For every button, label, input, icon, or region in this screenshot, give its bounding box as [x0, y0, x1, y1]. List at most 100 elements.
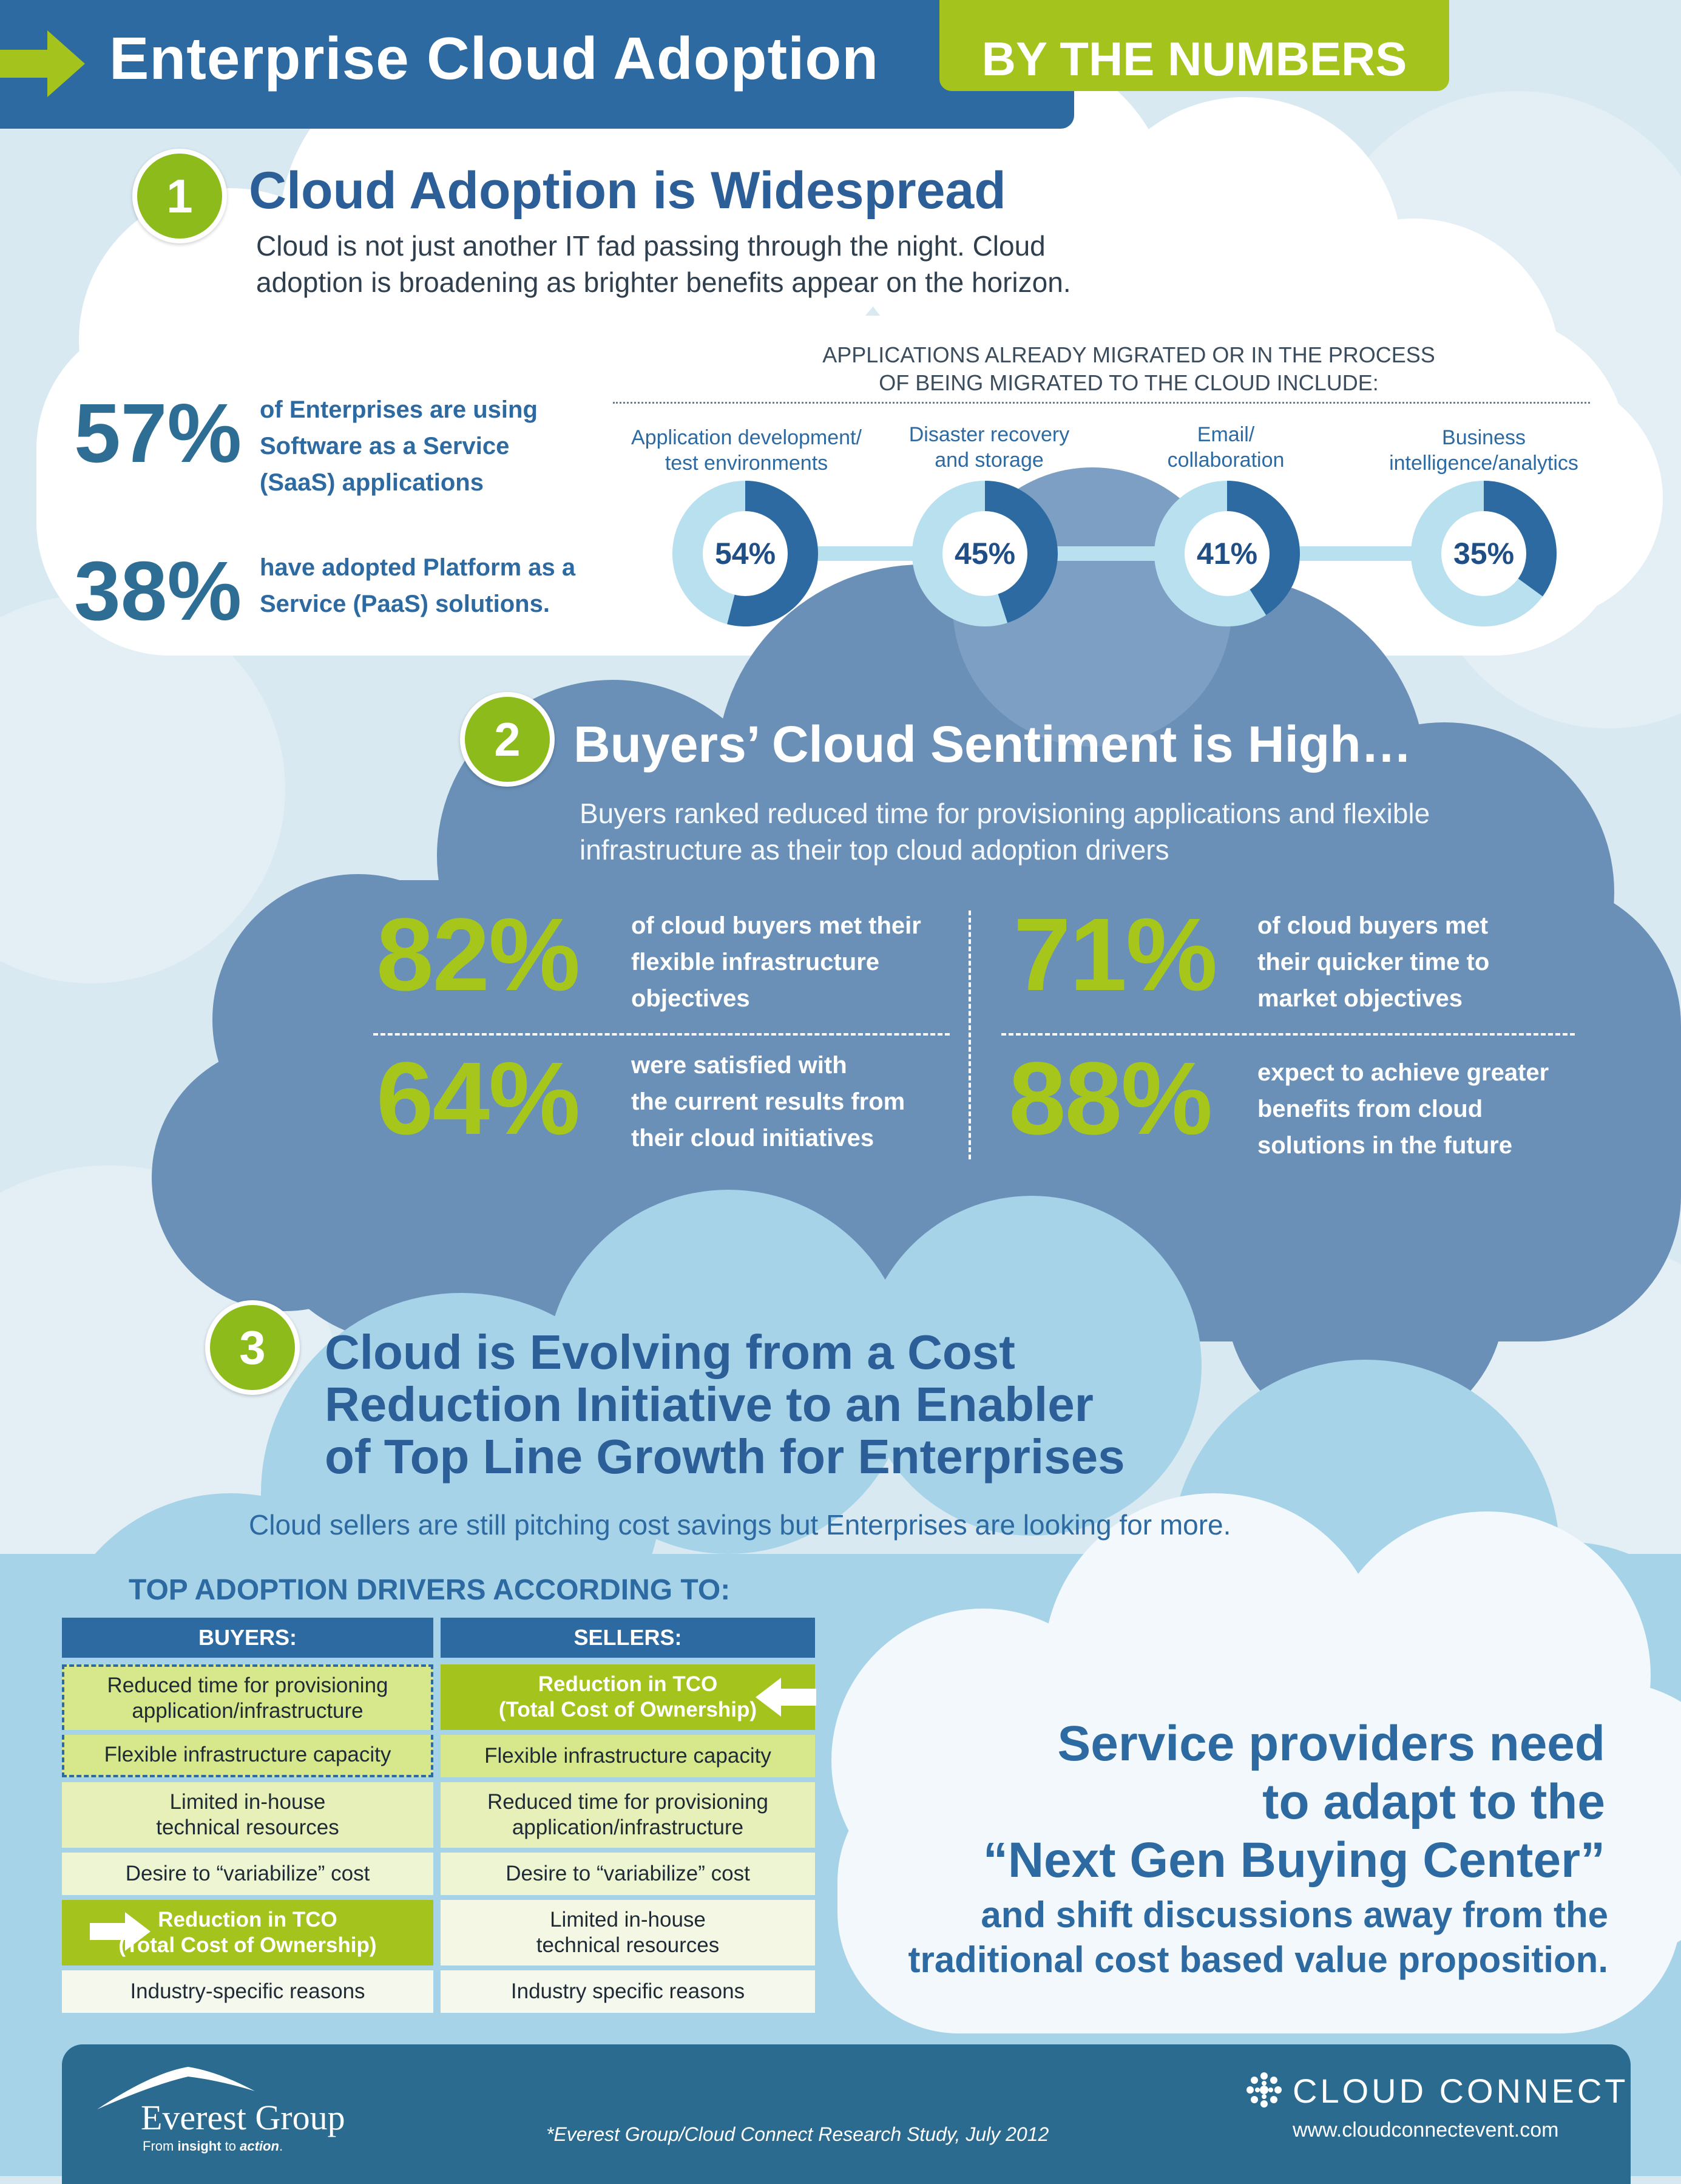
donut-hole — [1441, 511, 1526, 596]
app-label-1-line1: Disaster recovery — [908, 423, 1070, 446]
callout-line4: and shift discussions away from the — [981, 1894, 1608, 1935]
page-title: Enterprise Cloud Adoption — [109, 25, 879, 92]
donut-app-dev — [672, 481, 818, 626]
donut-email-label: 41% — [1196, 537, 1258, 571]
buyers-row-1: Flexible infrastructure capacity — [62, 1735, 433, 1777]
section-1-title: Cloud Adoption is Widespread — [249, 161, 1006, 220]
stat-82-line2: flexible infrastructure — [631, 949, 880, 975]
app-label-0-line2: test environments — [665, 452, 828, 475]
sellers-row-3: Desire to “variabilize” cost — [441, 1853, 815, 1895]
donut-hole — [942, 511, 1027, 596]
table-title: TOP ADOPTION DRIVERS ACCORDING TO: — [129, 1574, 731, 1606]
sellers-row-2-line2: application/infrastructure — [512, 1816, 744, 1839]
footer-source: *Everest Group/Cloud Connect Research St… — [546, 2123, 1049, 2145]
donut-app-dev-label: 54% — [714, 537, 776, 571]
stat-82-pct: 82% — [376, 897, 580, 1012]
donut-disaster-recovery — [912, 481, 1058, 626]
section-3-title-line1: Cloud is Evolving from a Cost — [325, 1325, 1015, 1379]
sellers-row-4: Limited in-house technical resources — [441, 1900, 815, 1965]
apps-header-line2: OF BEING MIGRATED TO THE CLOUD INCLUDE: — [879, 370, 1379, 395]
stat-saas-line2: Software as a Service — [260, 433, 510, 460]
everest-name: Everest Group — [141, 2098, 345, 2137]
sellers-row-0-line2: (Total Cost of Ownership) — [498, 1698, 757, 1721]
stat-88-pct: 88% — [1009, 1041, 1213, 1156]
buyers-row-2: Limited in-house technical resources — [62, 1782, 433, 1848]
sellers-row-1: Flexible infrastructure capacity — [441, 1735, 815, 1777]
donut-email — [1154, 481, 1300, 626]
section-1-intro-line1: Cloud is not just another IT fad passing… — [256, 230, 1046, 262]
stat-88-line3: solutions in the future — [1257, 1132, 1512, 1159]
stat-saas-line3: (SaaS) applications — [260, 469, 484, 496]
stat-divider-vertical — [969, 911, 971, 1159]
section-2-title: Buyers’ Cloud Sentiment is High… — [573, 716, 1412, 773]
section-3-number: 3 — [205, 1300, 300, 1395]
sellers-row-4-line2: technical resources — [536, 1933, 720, 1957]
buyers-row-3: Desire to “variabilize” cost — [62, 1853, 433, 1895]
section-2-number: 2 — [460, 692, 555, 787]
header-bar — [0, 0, 1074, 129]
arrow-right-icon — [0, 30, 85, 97]
section-3-intro: Cloud sellers are still pitching cost sa… — [249, 1509, 1231, 1541]
sellers-row-2: Reduced time for provisioning application… — [441, 1782, 815, 1848]
app-label-2-line2: collaboration — [1167, 449, 1285, 472]
everest-tag-to: to — [221, 2138, 240, 2154]
callout-line2: to adapt to the — [1262, 1774, 1605, 1830]
apps-divider — [613, 402, 1590, 404]
buyers-row-0-line1: Reduced time for provisioning — [107, 1674, 388, 1697]
app-label-1-line2: and storage — [935, 449, 1044, 472]
footer-bar — [62, 2044, 1631, 2184]
stat-82-line1: of cloud buyers met their — [631, 912, 921, 939]
arrow-icon — [756, 1678, 816, 1717]
callout-subtext: and shift discussions away from the trad… — [819, 1893, 1608, 1982]
app-label-3: Business intelligence/analytics — [1353, 425, 1614, 476]
sellers-row-3-line1: Desire to “variabilize” cost — [506, 1862, 750, 1885]
stat-64-pct: 64% — [376, 1041, 580, 1156]
app-label-2: Email/ collaboration — [1104, 422, 1347, 473]
buyers-row-2-line2: technical resources — [156, 1816, 339, 1839]
stat-71-line1: of cloud buyers met — [1257, 912, 1489, 939]
donut-hole — [1185, 511, 1270, 596]
section-3-title: Cloud is Evolving from a Cost Reduction … — [325, 1326, 1125, 1483]
app-label-1: Disaster recovery and storage — [862, 422, 1117, 473]
stat-64-line1: were satisfied with — [631, 1052, 847, 1079]
arrow-icon — [90, 1912, 151, 1951]
donut-disaster-recovery-label: 45% — [954, 537, 1016, 571]
stat-82-line3: objectives — [631, 985, 750, 1012]
stat-saas-text: of Enterprises are using Software as a S… — [260, 392, 538, 501]
everest-logo-icon — [97, 2067, 255, 2109]
sellers-row-2-line1: Reduced time for provisioning — [487, 1790, 768, 1814]
app-label-0-line1: Application development/ — [631, 426, 862, 449]
everest-tag-from: From — [143, 2138, 178, 2154]
buyers-row-5-line1: Industry-specific reasons — [130, 1979, 365, 2003]
buyers-row-4-line2: (Total Cost of Ownership) — [118, 1933, 377, 1957]
section-2-intro-line1: Buyers ranked reduced time for provision… — [580, 798, 1430, 829]
app-label-0: Application development/ test environmen… — [613, 425, 880, 476]
stat-paas-text: have adopted Platform as a Service (PaaS… — [260, 549, 575, 622]
sellers-row-0: Reduction in TCO (Total Cost of Ownership… — [441, 1664, 815, 1730]
section-3-title-line2: Reduction Initiative to an Enabler — [325, 1377, 1094, 1431]
sellers-row-5-line1: Industry specific reasons — [510, 1979, 745, 2003]
stat-71-pct: 71% — [1013, 897, 1217, 1012]
sellers-row-1-line1: Flexible infrastructure capacity — [484, 1744, 771, 1768]
buyers-row-0-line2: application/infrastructure — [132, 1699, 364, 1723]
stat-71-line2: their quicker time to — [1257, 949, 1490, 975]
stat-paas-line1: have adopted Platform as a — [260, 554, 576, 581]
section-1-intro-line2: adoption is broadening as brighter benef… — [256, 266, 1071, 298]
header-badge — [939, 0, 1449, 91]
everest-tag-action: action — [240, 2138, 279, 2154]
stat-88-text: expect to achieve greater benefits from … — [1257, 1054, 1549, 1164]
stat-82-text: of cloud buyers met their flexible infra… — [631, 907, 921, 1017]
donut-hole — [703, 511, 788, 596]
app-label-3-line2: intelligence/analytics — [1389, 452, 1578, 475]
app-label-3-line1: Business — [1442, 426, 1526, 449]
apps-header-line1: APPLICATIONS ALREADY MIGRATED OR IN THE … — [822, 342, 1435, 367]
cloud-connect-logo-icon — [1246, 2072, 1282, 2108]
cloud-connect-url[interactable]: www.cloudconnectevent.com — [1293, 2118, 1559, 2142]
everest-tag-period: . — [279, 2138, 283, 2154]
section-3-title-line3: of Top Line Growth for Enterprises — [325, 1429, 1125, 1484]
callout-heading: Service providers need to adapt to the “… — [880, 1715, 1605, 1890]
stat-paas-pct: 38% — [74, 544, 242, 638]
buyers-row-0: Reduced time for provisioning application… — [62, 1664, 433, 1730]
donut-bi — [1411, 481, 1557, 626]
buyers-row-5: Industry-specific reasons — [62, 1970, 433, 2013]
